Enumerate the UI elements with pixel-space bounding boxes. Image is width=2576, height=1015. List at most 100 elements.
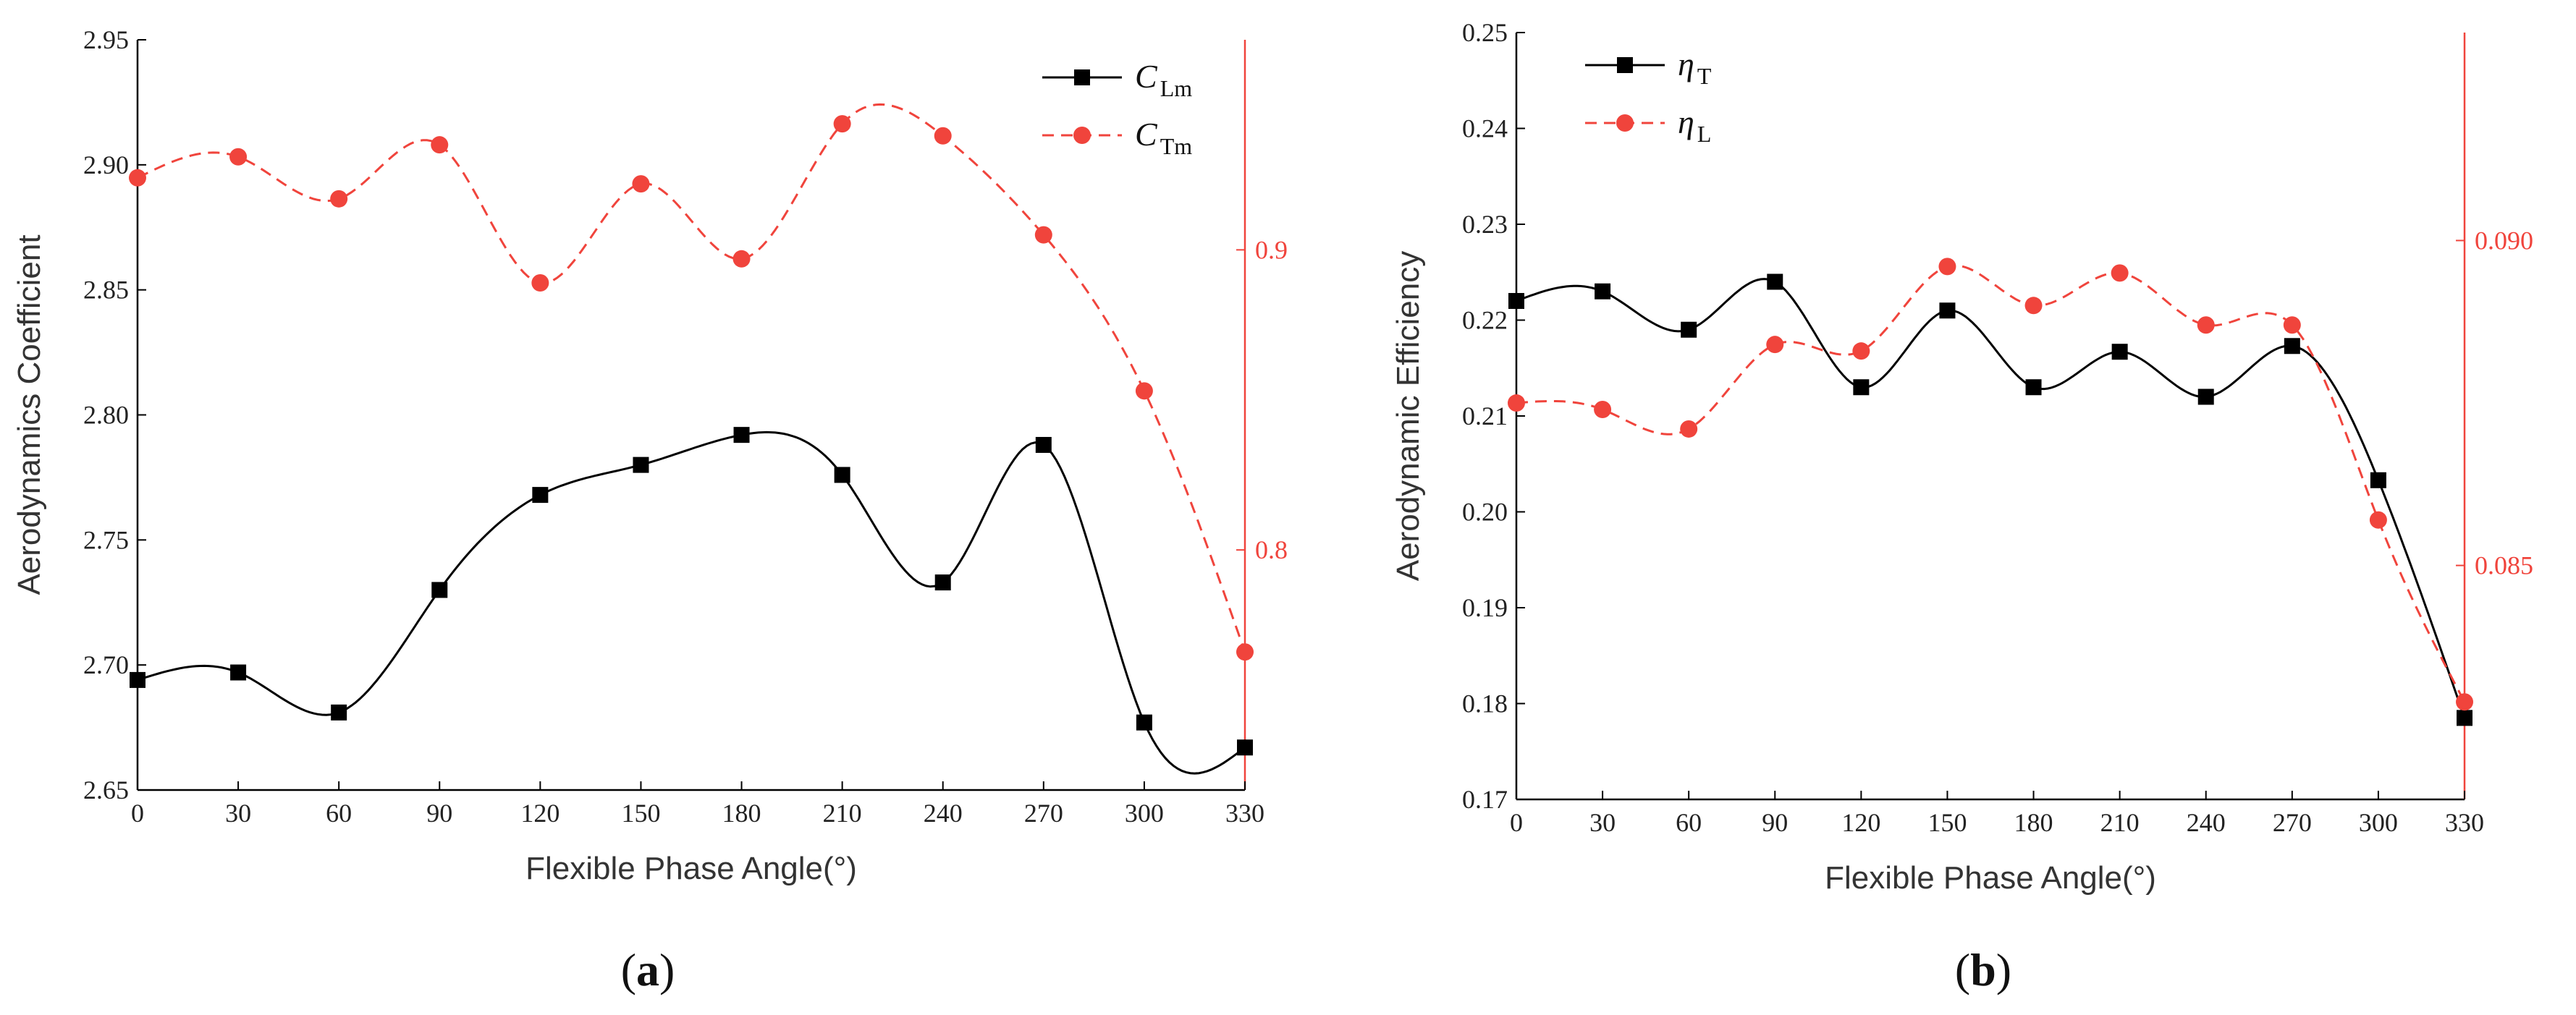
x-tick-label: 240 — [924, 799, 963, 828]
data-point-t — [2457, 710, 2472, 726]
legend-marker-lm — [1074, 69, 1090, 85]
legend-label-tm: C Tm — [1135, 116, 1192, 159]
data-point-lm — [431, 582, 448, 598]
data-point-t — [1767, 273, 1783, 290]
y-tick-label: 0.24 — [1462, 114, 1508, 143]
data-point-t — [1939, 302, 1956, 319]
legend-marker-t — [1617, 57, 1633, 73]
x-tick-label: 90 — [1762, 808, 1788, 837]
x-tick-label: 270 — [2273, 808, 2312, 837]
y-tick-label: 2.90 — [83, 150, 129, 179]
x-tick-label: 300 — [1125, 799, 1164, 828]
y-tick-label: 0.17 — [1462, 785, 1508, 814]
x-tick-label: 0 — [131, 799, 144, 828]
y-tick-label: 0.18 — [1462, 689, 1508, 718]
panel-label: (b) — [1955, 944, 2011, 995]
data-point-lm — [1237, 739, 1253, 756]
data-point-tm — [632, 175, 650, 193]
data-point-t — [2111, 344, 2128, 360]
data-point-l — [1852, 342, 1870, 360]
chart-panel-a: 0 30 60 90 120 150 180 210 240 270 300 330 2.65 2.70 2… — [12, 25, 1288, 995]
x-axis-title: Flexible Phase Angle(°) — [525, 851, 857, 886]
y-tick-label: 0.21 — [1462, 402, 1508, 430]
x-tick-label: 60 — [1676, 808, 1702, 837]
x-axis-title: Flexible Phase Angle(°) — [1825, 860, 2156, 896]
data-point-t — [2025, 379, 2042, 396]
x-tick-label: 30 — [1589, 808, 1616, 837]
y-tick-label: 2.80 — [83, 401, 129, 430]
data-point-lm — [130, 671, 145, 688]
legend-marker-l — [1616, 114, 1634, 132]
data-point-t — [1853, 379, 1870, 396]
y-axis-title: Aerodynamic Efficiency — [1390, 251, 1426, 582]
data-point-tm — [431, 136, 449, 154]
x-tick-label: 120 — [1841, 808, 1880, 837]
y2-tick-label: 0.9 — [1255, 235, 1288, 264]
y-tick-label: 2.65 — [83, 776, 129, 804]
data-point-t — [2284, 338, 2300, 354]
data-point-t — [2197, 388, 2214, 405]
y-tick-label: 0.23 — [1462, 210, 1508, 239]
x-tick-label: 330 — [1225, 799, 1264, 828]
x-tick-label: 60 — [326, 799, 352, 828]
chart-panel-b: 0 30 60 90 120 150 180 210 240 270 300 330 0.17 0.18 0… — [1390, 18, 2533, 995]
data-point-tm — [229, 148, 248, 166]
y-tick-label: 0.20 — [1462, 498, 1508, 527]
data-point-t — [2370, 472, 2386, 488]
x-tick-label: 330 — [2445, 808, 2484, 837]
data-point-t — [1681, 321, 1697, 338]
y-tick-label: 2.85 — [83, 276, 129, 305]
series-line-t — [1516, 278, 2466, 718]
data-point-tm — [1034, 226, 1052, 244]
legend-marker-tm — [1073, 127, 1091, 144]
data-point-l — [2456, 693, 2473, 711]
y-tick-label: 2.70 — [83, 650, 129, 679]
data-point-lm — [230, 664, 247, 681]
x-tick-label: 210 — [2100, 808, 2140, 837]
data-point-tm — [129, 169, 146, 187]
x-tick-label: 90 — [426, 799, 452, 828]
y-tick-label: 2.75 — [83, 525, 129, 554]
data-point-lm — [834, 467, 850, 483]
data-point-t — [1595, 283, 1611, 300]
y-tick-label: 0.25 — [1462, 18, 1508, 47]
data-point-lm — [331, 704, 347, 721]
y2-tick-label: 0.090 — [2475, 226, 2533, 255]
data-point-l — [1938, 258, 1956, 276]
data-point-lm — [532, 487, 549, 504]
data-point-tm — [531, 273, 549, 292]
data-point-lm — [1136, 714, 1152, 731]
x-tick-label: 180 — [722, 799, 761, 828]
y2-tick-label: 0.8 — [1255, 535, 1288, 564]
data-point-lm — [633, 456, 649, 473]
panel-label: (a) — [621, 944, 675, 995]
data-point-tm — [330, 190, 348, 208]
data-point-lm — [1035, 436, 1052, 453]
data-point-l — [1594, 401, 1612, 419]
x-tick-label: 210 — [823, 799, 862, 828]
data-point-l — [1766, 336, 1784, 354]
x-tick-label: 270 — [1024, 799, 1063, 828]
data-point-l — [1508, 394, 1525, 412]
x-tick-label: 30 — [225, 799, 251, 828]
data-point-t — [1508, 293, 1524, 309]
x-tick-label: 0 — [1510, 808, 1523, 837]
legend-label-lm: C Lm — [1135, 58, 1192, 101]
series-line-lm — [137, 430, 1246, 775]
data-point-tm — [833, 115, 851, 133]
series-line-l — [1516, 264, 2466, 703]
x-tick-label: 240 — [2187, 808, 2226, 837]
x-tick-label: 300 — [2359, 808, 2398, 837]
x-tick-label: 150 — [621, 799, 660, 828]
data-point-tm — [1135, 382, 1153, 400]
data-point-l — [2369, 511, 2387, 529]
data-point-tm — [1236, 643, 1254, 661]
data-point-tm — [934, 127, 952, 145]
data-point-l — [2024, 297, 2043, 315]
y2-tick-label: 0.085 — [2475, 551, 2533, 580]
series-line-tm — [137, 103, 1246, 653]
data-point-l — [2283, 316, 2301, 334]
